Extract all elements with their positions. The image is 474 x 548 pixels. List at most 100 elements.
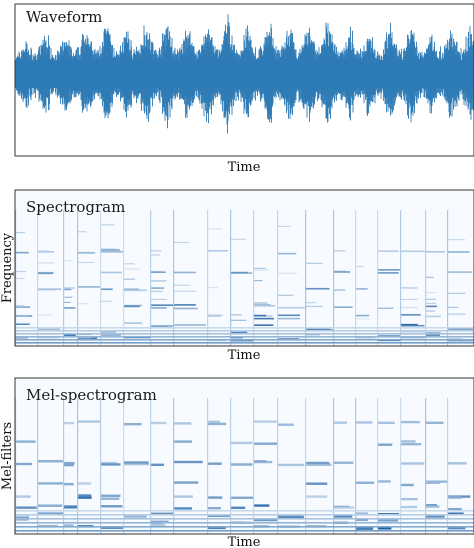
mel-spectrogram-cell [208,422,227,426]
spectrogram-cell [426,298,436,300]
spectrogram-cell [16,251,29,254]
spectrogram-cell [401,314,421,316]
spectrogram-cell [124,263,135,265]
mel-spectrogram-cell [15,398,17,534]
mel-spectrogram-cell [378,480,391,483]
mel-spectrogram-cell [15,514,474,516]
mel-spectrogram-cell [173,398,175,534]
mel-spectrogram-x-label: Time [228,535,261,548]
mel-spectrogram-cell [63,398,65,534]
spectrogram-cell [426,302,437,305]
mel-spectrogram-cell [101,497,120,500]
spectrogram-cell [124,268,141,270]
spectrogram-cell [401,287,418,289]
spectrogram-cell [151,254,161,256]
spectrogram-cell [447,210,449,346]
spectrogram-cell [254,314,267,317]
spectrogram-cell [254,279,263,282]
spectrogram-cell [16,306,31,308]
spectrogram-y-label: Frequency [0,232,15,303]
spectrogram-cell [38,251,55,253]
spectrogram-cell [305,210,307,346]
spectrogram-cell [231,331,248,334]
waveform-panel: Waveform Time [14,3,474,175]
spectrogram-cell [448,306,459,308]
spectrogram-cell [124,304,143,307]
spectrogram-cell [124,322,143,324]
spectrogram-cell [16,304,25,307]
mel-spectrogram-cell [254,460,267,463]
mel-spectrogram-cell [231,441,253,445]
spectrogram-cell [278,225,291,227]
spectrogram-cell [78,303,88,305]
mel-spectrogram-cell [38,460,64,463]
spectrogram-cell [426,334,440,336]
mel-spectrogram-cell [38,482,64,485]
spectrogram-cell [278,252,297,255]
spectrogram-cell [231,271,248,274]
spectrogram-cell [448,239,465,241]
mel-spectrogram-title: Mel-spectrogram [26,386,157,404]
mel-spectrogram-cell [208,514,230,518]
spectrogram-cell [38,314,53,316]
spectrogram-cell [401,306,419,309]
spectrogram-cell [254,269,269,271]
mel-spectrogram-cell [37,398,39,534]
spectrogram-cell [101,224,115,226]
spectrogram-cell [306,305,324,308]
spectrogram-cell [278,306,306,309]
mel-spectrogram-cell [425,398,427,534]
mel-spectrogram-cell [64,505,78,508]
spectrogram-cell [253,210,255,346]
spectrogram-cell [174,307,198,310]
spectrogram-cell [151,290,163,293]
spectrogram-cell [278,314,300,317]
spectrogram-cell [63,210,65,346]
spectrogram-cell [151,307,167,309]
spectrogram-cell [174,290,197,292]
spectrogram-cell [378,269,400,271]
mel-spectrogram-cell [16,514,29,518]
mel-spectrogram-cell [278,515,304,519]
spectrogram-cell [38,262,55,264]
mel-spectrogram-cell [378,443,393,446]
spectrogram-cell [426,310,436,312]
spectrogram-cell [78,286,101,288]
mel-spectrogram-cell [15,510,474,512]
mel-spectrogram-cell [124,462,150,466]
mel-spectrogram-cell [124,515,147,518]
spectrogram-heatmap [15,210,474,346]
spectrogram-cell [207,210,209,346]
mel-spectrogram-cell [151,463,165,467]
spectrogram-cell [448,292,466,294]
mel-spectrogram-cell [333,398,335,534]
spectrogram-cell [174,324,206,326]
mel-spectrogram-cell [208,506,221,510]
mel-spectrogram-cell [174,460,203,464]
spectrogram-cell [254,304,276,307]
mel-spectrogram-cell [334,421,348,424]
spectrogram-cell [355,210,357,346]
spectrogram-cell [64,334,76,337]
mel-spectrogram-cell [101,505,123,508]
mel-spectrogram-cell [231,496,254,499]
spectrogram-cell [78,231,87,233]
mel-spectrogram-cell [401,420,420,424]
mel-spectrogram-cell [64,482,74,486]
spectrogram-cell [278,294,294,296]
mel-spectrogram-cell [64,524,74,527]
spectrogram-cell [101,288,113,291]
mel-spectrogram-cell [15,518,474,520]
mel-spectrogram-cell [174,495,193,498]
spectrogram-cell [124,278,136,280]
mel-spectrogram-cell [253,398,255,534]
mel-spectrogram-cell [208,496,223,499]
spectrogram-cell [151,271,166,273]
spectrogram-cell [174,284,191,286]
spectrogram-cell [254,302,268,304]
mel-spectrogram-cell [334,506,355,509]
spectrogram-cell [377,210,379,346]
spectrogram-cell [16,337,28,339]
mel-spectrogram-cell [38,504,63,507]
mel-spectrogram-cell [174,422,192,425]
